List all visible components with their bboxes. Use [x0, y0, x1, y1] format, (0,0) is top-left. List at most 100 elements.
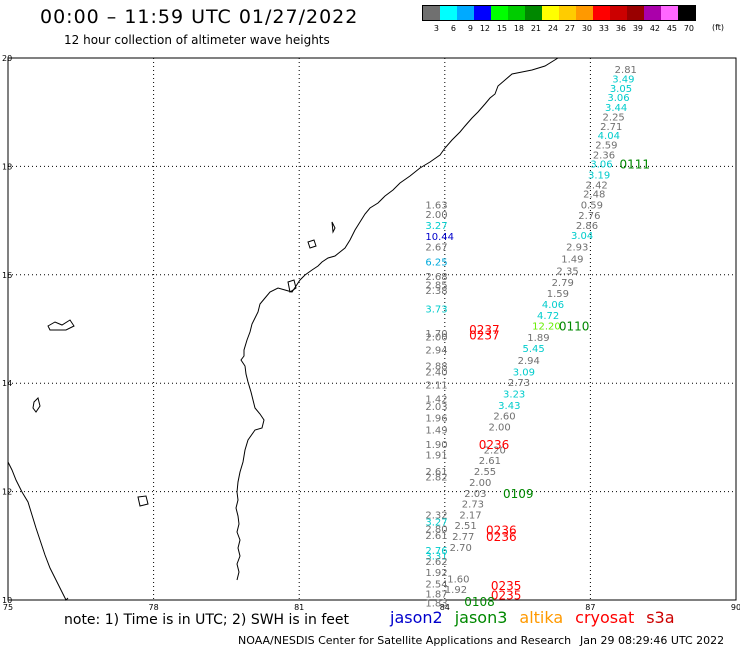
legend-label: 70	[683, 24, 694, 33]
wave-height-value: 1.70	[425, 329, 447, 340]
wave-height-value: 2.71	[600, 122, 622, 133]
pass-time-label: 0109	[503, 487, 534, 501]
wave-height-value: 1.49	[561, 255, 583, 266]
satellite-label-s3a: s3a	[646, 608, 675, 627]
time-labels: 0111011002370237023601090236023602350235…	[464, 158, 650, 609]
wave-height-value: 2.88	[425, 361, 447, 372]
wave-height-value: 2.48	[583, 190, 605, 201]
wave-height-value: 1.63	[425, 200, 447, 211]
pass-time-label: 0110	[559, 320, 590, 334]
wave-values: 2.813.493.053.063.442.252.714.042.592.36…	[425, 65, 637, 610]
x-tick-label: 87	[585, 603, 595, 612]
wave-height-value: 2.11	[425, 380, 447, 391]
wave-height-value: 2.00	[488, 423, 510, 434]
wave-height-value: 6.25	[425, 257, 447, 268]
y-tick-label: 14	[2, 379, 12, 388]
page-subtitle: 12 hour collection of altimeter wave hei…	[64, 33, 330, 47]
legend-label: 6	[450, 24, 456, 33]
pass-time-label: 0236	[486, 524, 517, 538]
pass-time-label: 0236	[479, 438, 510, 452]
wave-height-value: 3.19	[588, 171, 610, 182]
pass-time-label: 0237	[469, 328, 500, 342]
map-grid	[7, 57, 737, 601]
legend-swatch	[661, 6, 678, 20]
island-b	[32, 397, 41, 413]
wave-height-value: 2.85	[425, 281, 447, 292]
x-tick-label: 75	[3, 603, 13, 612]
wave-height-value: 2.81	[615, 65, 637, 76]
legend-label: 30	[581, 24, 592, 33]
footer-timestamp: Jan 29 08:29:46 UTC 2022	[580, 634, 725, 647]
wave-height-value: 2.55	[474, 467, 496, 478]
legend-label: 15	[496, 24, 507, 33]
footer-note: note: 1) Time is in UTC; 2) SWH is in fe…	[64, 612, 350, 628]
wave-height-value: 4.72	[537, 311, 559, 322]
wave-height-value: 1.91	[425, 451, 447, 462]
wave-height-value: 3.09	[513, 367, 535, 378]
legend-label: 27	[564, 24, 575, 33]
wave-height-value: 12.20	[532, 322, 561, 333]
y-tick-labels: 20 18 16 14 12 10	[2, 54, 12, 605]
wave-height-value: 1.90	[425, 440, 447, 451]
wave-height-value: 2.67	[425, 243, 447, 254]
wave-height-value: 2.68	[425, 272, 447, 283]
legend-swatch	[423, 6, 440, 20]
wave-height-value: 4.06	[542, 300, 564, 311]
wave-height-value: 1.49	[425, 425, 447, 436]
wave-height-value: 2.00	[469, 478, 491, 489]
legend-label: 33	[598, 24, 609, 33]
coastline-india	[235, 57, 559, 581]
legend-unit: (ft)	[712, 23, 725, 32]
footer-credit: NOAA/NESDIS Center for Satellite Applica…	[238, 634, 572, 647]
legend-swatches	[422, 5, 696, 21]
wave-height-value: 2.79	[552, 278, 574, 289]
page-title: 00:00 – 11:59 UTC 01/27/2022	[40, 6, 359, 28]
wave-height-value: 2.73	[508, 378, 530, 389]
wave-height-value: 1.89	[527, 333, 549, 344]
wave-height-value: 2.94	[518, 356, 540, 367]
wave-height-value: 3.04	[571, 231, 593, 242]
island-a	[47, 319, 75, 331]
coastline-srilanka	[7, 461, 69, 601]
wave-height-value: 2.59	[595, 141, 617, 152]
wave-height-value: 2.76	[425, 546, 447, 557]
wave-height-value: 2.17	[459, 510, 481, 521]
wave-height-value: 3.05	[610, 84, 632, 95]
x-tick-label: 90	[731, 603, 740, 612]
coastline	[7, 57, 559, 601]
legend-swatch	[542, 6, 559, 20]
x-tick-labels: 75 78 81 84 87 90	[3, 603, 740, 612]
legend-swatch	[525, 6, 542, 20]
x-tick-label: 78	[149, 603, 159, 612]
wave-height-value: 2.51	[455, 521, 477, 532]
y-tick-label: 12	[2, 488, 12, 497]
satellite-legend: jason2 jason3 altika cryosat s3a	[390, 608, 687, 627]
satellite-label-cryosat: cryosat	[575, 608, 635, 627]
wave-height-value: 2.00	[425, 333, 447, 344]
y-tick-label: 10	[2, 596, 12, 605]
wave-height-value: 2.54	[425, 580, 447, 591]
wave-height-value: 2.61	[425, 467, 447, 478]
legend-label: 12	[479, 24, 490, 33]
wave-height-value: 1.87	[425, 589, 447, 600]
satellite-label-jason3: jason3	[454, 608, 508, 627]
legend-label: 9	[467, 24, 473, 33]
wave-height-value: 4.04	[598, 131, 620, 142]
wave-height-value: 2.60	[493, 412, 515, 423]
legend-swatch	[474, 6, 491, 20]
wave-height-value: 1.92	[425, 568, 447, 579]
wave-height-value: 1.60	[447, 574, 469, 585]
legend-swatch	[627, 6, 644, 20]
wave-height-value: 3.27	[425, 517, 447, 528]
wave-height-value: 0.59	[581, 200, 603, 211]
wave-height-value: 2.03	[464, 489, 486, 500]
wave-height-value: 2.36	[593, 150, 615, 161]
legend-swatch	[610, 6, 627, 20]
legend-swatch	[457, 6, 474, 20]
wave-height-value: 2.42	[586, 180, 608, 191]
legend-label: 42	[649, 24, 660, 33]
wave-height-value: 2.35	[556, 266, 578, 277]
satellite-label-jason2: jason2	[390, 608, 443, 627]
wave-height-value: 2.38	[425, 286, 447, 297]
wave-height-value: 3.06	[607, 93, 629, 104]
